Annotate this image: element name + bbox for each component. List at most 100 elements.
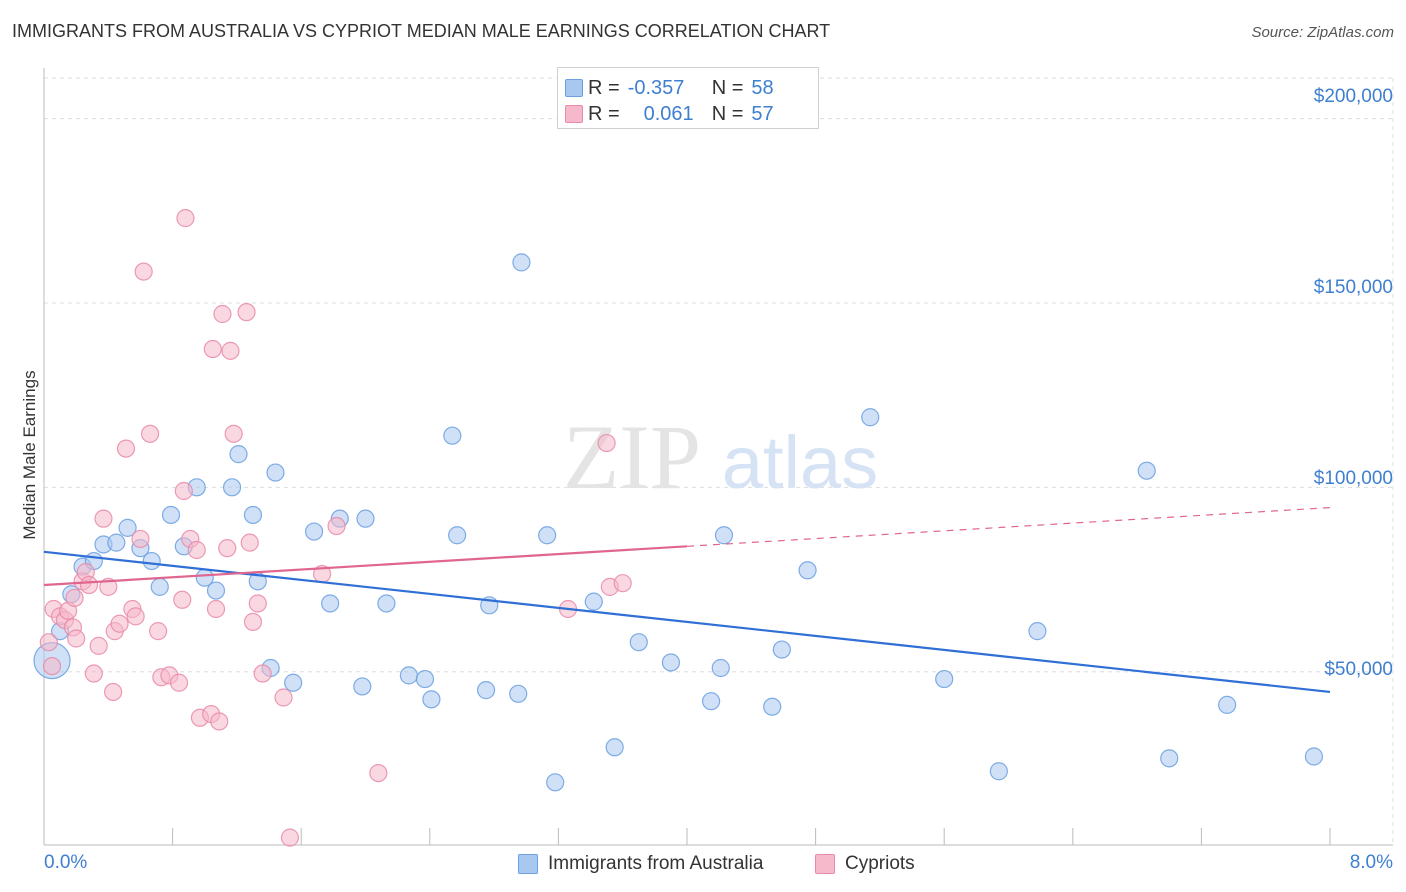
point-australia bbox=[512, 253, 531, 272]
point-cypriots bbox=[280, 828, 300, 847]
watermark-atlas: atlas bbox=[722, 421, 878, 504]
point-cypriots bbox=[327, 516, 346, 536]
legend-item-cypriots[interactable]: Cypriots bbox=[815, 852, 915, 876]
chart-title: IMMIGRANTS FROM AUSTRALIA VS CYPRIOT MED… bbox=[12, 21, 831, 41]
point-australia bbox=[538, 526, 557, 545]
point-cypriots bbox=[131, 529, 150, 549]
point-cypriots bbox=[597, 433, 616, 453]
point-cypriots bbox=[110, 614, 129, 633]
point-australia bbox=[229, 445, 248, 464]
stats-swatch-blue bbox=[565, 79, 583, 97]
point-cypriots bbox=[67, 629, 86, 648]
point-australia bbox=[422, 690, 441, 709]
point-australia bbox=[798, 561, 817, 580]
point-australia bbox=[476, 681, 496, 700]
stats-r-value: -0.357 bbox=[627, 76, 685, 99]
point-cypriots bbox=[210, 712, 229, 731]
point-cypriots bbox=[253, 664, 272, 683]
point-australia bbox=[150, 577, 169, 596]
point-australia bbox=[584, 592, 603, 611]
stats-n-value: 57 bbox=[751, 102, 774, 125]
point-cypriots bbox=[84, 664, 103, 683]
point-australia bbox=[1137, 461, 1156, 480]
point-cypriots bbox=[274, 688, 293, 707]
point-cypriots bbox=[126, 607, 145, 626]
point-cypriots bbox=[149, 622, 168, 641]
point-australia bbox=[304, 522, 324, 541]
y-tick-200000: $200,000 bbox=[1313, 86, 1393, 107]
point-australia bbox=[861, 408, 880, 427]
point-cypriots bbox=[206, 599, 226, 619]
legend-label: Cypriots bbox=[845, 853, 915, 874]
point-australia bbox=[206, 581, 226, 600]
point-australia bbox=[107, 533, 126, 552]
point-australia bbox=[356, 509, 375, 528]
point-australia bbox=[1028, 622, 1047, 641]
point-australia bbox=[222, 478, 242, 497]
data-points bbox=[33, 209, 1324, 847]
point-australia bbox=[415, 669, 435, 689]
point-australia bbox=[711, 658, 730, 678]
point-australia bbox=[1304, 747, 1324, 766]
point-cypriots bbox=[173, 590, 192, 609]
y-tick-150000: $150,000 bbox=[1313, 277, 1393, 298]
point-cypriots bbox=[104, 682, 123, 702]
point-australia bbox=[714, 526, 734, 545]
watermark-zip: ZIP bbox=[563, 406, 701, 508]
stats-r-label: R = bbox=[588, 102, 620, 125]
point-australia bbox=[243, 505, 263, 525]
legend-swatch-pink bbox=[815, 854, 835, 874]
point-australia bbox=[772, 640, 791, 659]
point-cypriots bbox=[134, 262, 153, 281]
stats-box: R = -0.357 N = 58 R = 0.061 N = 57 bbox=[557, 67, 819, 129]
point-australia bbox=[142, 551, 161, 571]
point-cypriots bbox=[221, 341, 240, 360]
point-cypriots bbox=[65, 588, 84, 608]
point-cypriots bbox=[99, 577, 118, 596]
stats-n-value: 58 bbox=[751, 76, 774, 99]
point-cypriots bbox=[42, 657, 62, 676]
trend-line-cypriots-extension bbox=[686, 506, 1331, 547]
point-cypriots bbox=[187, 540, 206, 560]
point-cypriots bbox=[248, 594, 267, 613]
point-australia bbox=[266, 463, 285, 482]
point-australia bbox=[546, 773, 565, 792]
x-tick-min: 0.0% bbox=[44, 852, 88, 873]
point-australia bbox=[763, 697, 782, 716]
point-cypriots bbox=[237, 303, 256, 322]
point-cypriots bbox=[116, 439, 136, 458]
point-australia bbox=[629, 633, 648, 652]
x-tick-max: 8.0% bbox=[1349, 852, 1393, 873]
stats-n-label: N = bbox=[711, 102, 744, 125]
point-cypriots bbox=[369, 763, 388, 783]
axes bbox=[43, 68, 1393, 846]
point-australia bbox=[448, 526, 467, 545]
trend-line-cypriots bbox=[43, 545, 688, 587]
point-australia bbox=[509, 684, 528, 703]
point-australia bbox=[353, 677, 372, 696]
point-cypriots bbox=[89, 636, 108, 655]
legend-item-australia[interactable]: Immigrants from Australia bbox=[518, 852, 763, 876]
stats-swatch-pink bbox=[565, 105, 583, 123]
point-cypriots bbox=[240, 533, 259, 552]
legend-label: Immigrants from Australia bbox=[548, 853, 764, 874]
stats-r-value: 0.061 bbox=[643, 102, 694, 125]
point-australia bbox=[118, 518, 137, 537]
point-australia bbox=[702, 692, 721, 711]
trend-lines bbox=[43, 506, 1331, 694]
point-australia bbox=[605, 738, 624, 757]
point-cypriots bbox=[169, 673, 189, 692]
point-australia bbox=[989, 762, 1008, 781]
stats-row-australia: R = -0.357 N = 58 bbox=[565, 76, 774, 99]
point-australia bbox=[661, 653, 681, 672]
point-australia bbox=[399, 666, 419, 685]
point-cypriots bbox=[213, 304, 232, 324]
point-cypriots bbox=[39, 633, 58, 652]
y-tick-100000: $100,000 bbox=[1313, 468, 1393, 489]
point-australia bbox=[377, 594, 396, 613]
point-australia bbox=[443, 426, 462, 445]
point-cypriots bbox=[218, 539, 237, 558]
gridlines bbox=[44, 77, 1395, 845]
point-australia bbox=[1218, 695, 1237, 714]
